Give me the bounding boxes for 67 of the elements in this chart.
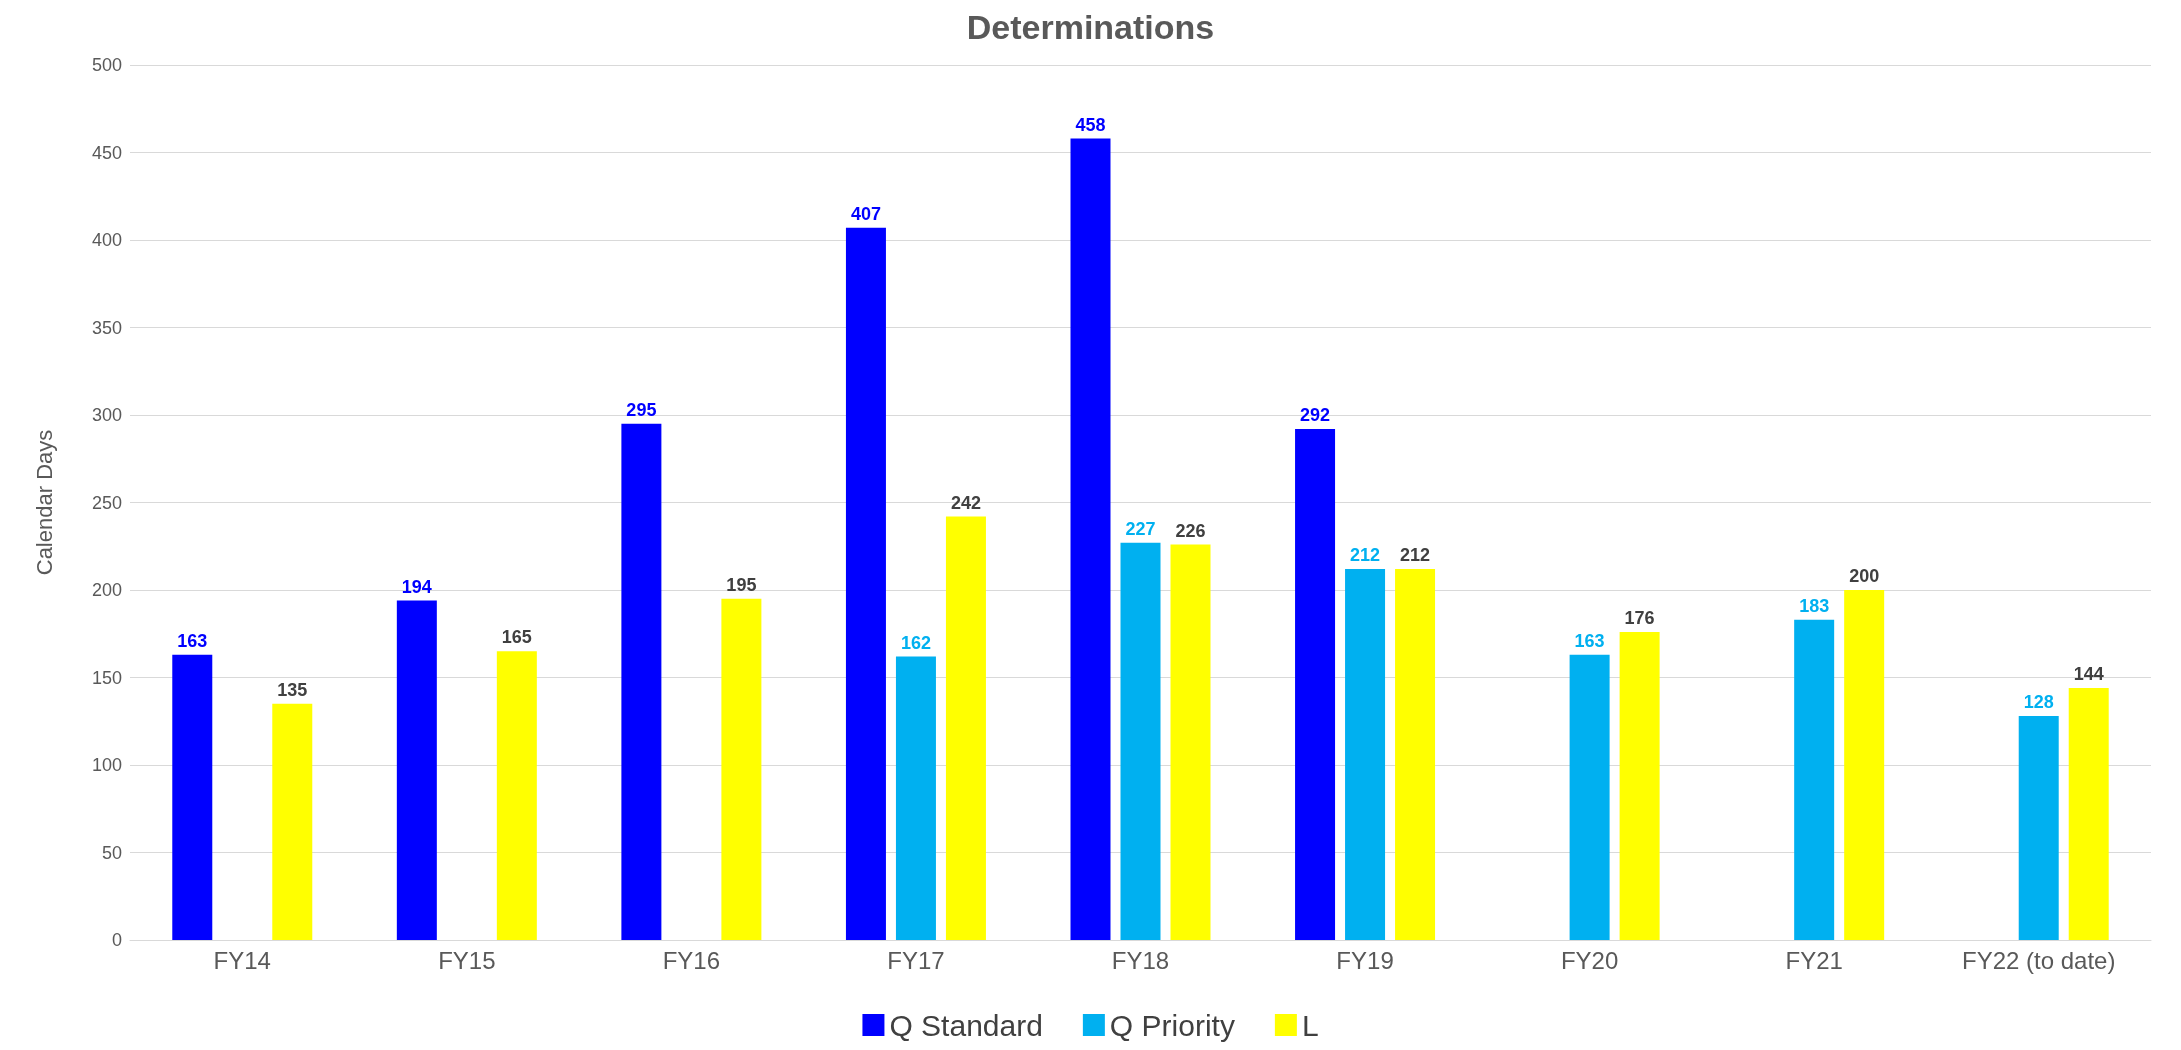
data-label: 458 [1075, 114, 1106, 135]
x-tick-label: FY21 [1785, 946, 1843, 974]
data-label: 407 [850, 203, 881, 224]
legend-label: L [1301, 1008, 1319, 1042]
x-tick-label: FY17 [887, 946, 945, 974]
legend-label: Q Standard [889, 1008, 1043, 1042]
bar [1295, 429, 1336, 940]
x-tick-label: FY14 [213, 946, 271, 974]
y-tick-label: 200 [91, 580, 122, 600]
data-label: 242 [950, 492, 981, 513]
data-label: 292 [1300, 405, 1331, 425]
y-axis-title: Calendar Days [31, 429, 57, 576]
x-tick-label: FY18 [1111, 946, 1170, 974]
y-tick-label: 450 [91, 142, 122, 163]
x-tick-label: FY19 [1336, 946, 1394, 974]
bar [845, 227, 886, 940]
legend-label: Q Priority [1109, 1008, 1235, 1042]
data-label: 165 [501, 627, 532, 648]
bar [1844, 590, 1885, 940]
data-label: 195 [726, 574, 757, 595]
bar [496, 651, 537, 940]
data-label: 163 [1574, 630, 1605, 651]
bar [2068, 688, 2109, 940]
bar [1170, 544, 1211, 940]
data-label: 194 [401, 576, 432, 597]
x-tick-label: FY20 [1560, 946, 1619, 974]
bar [621, 423, 662, 940]
bar [1569, 654, 1610, 940]
data-label: 128 [2023, 692, 2054, 712]
y-tick-label: 50 [101, 842, 122, 863]
data-label: 135 [277, 679, 308, 700]
bar [1070, 138, 1111, 940]
data-label: 212 [1350, 545, 1381, 565]
bar [895, 656, 936, 940]
y-tick-label: 350 [91, 317, 122, 338]
data-label: 226 [1175, 520, 1206, 541]
bar [1120, 542, 1161, 940]
bar [1619, 632, 1660, 940]
data-label: 162 [900, 632, 931, 653]
y-tick-label: 100 [91, 755, 122, 775]
data-label: 144 [2073, 664, 2104, 684]
data-label: 295 [626, 399, 657, 420]
y-tick-label: 150 [91, 667, 122, 688]
y-tick-label: 400 [91, 230, 122, 250]
bar [172, 654, 213, 940]
x-tick-label: FY22 (to date) [1962, 946, 2116, 974]
bar [1345, 569, 1386, 940]
data-label: 212 [1400, 545, 1431, 565]
y-tick-label: 500 [91, 55, 122, 75]
data-label: 183 [1799, 595, 1830, 616]
bar [396, 600, 437, 940]
x-tick-label: FY15 [438, 946, 496, 974]
y-tick-label: 0 [111, 930, 122, 950]
bar [721, 598, 762, 940]
x-tick-label: FY16 [662, 946, 721, 974]
data-label: 200 [1849, 566, 1880, 586]
bar [272, 703, 313, 940]
y-tick-label: 250 [91, 492, 122, 513]
y-tick-label: 300 [91, 405, 122, 425]
bar [945, 516, 986, 940]
bar [1794, 619, 1835, 940]
chart-title: Determinations [966, 8, 1215, 46]
data-label: 163 [177, 630, 208, 651]
bar [2018, 716, 2059, 940]
data-label: 176 [1624, 608, 1655, 628]
data-label: 227 [1125, 518, 1156, 539]
bar [1395, 569, 1436, 940]
